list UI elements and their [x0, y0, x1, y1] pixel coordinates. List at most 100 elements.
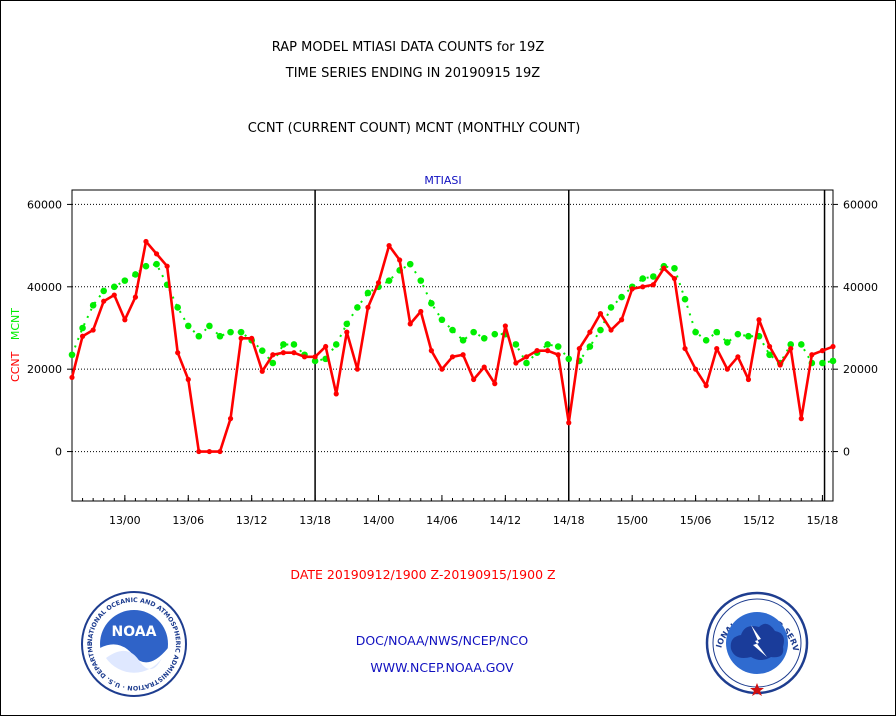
x-tick-label-15/18: 15/18	[807, 514, 839, 527]
footer-website: WWW.NCEP.NOAA.GOV	[370, 660, 514, 675]
point-ccnt-71	[819, 348, 826, 354]
ylabel-ccnt: CCNT	[9, 351, 22, 382]
point-mcnt-45	[544, 341, 551, 348]
point-mcnt-20	[280, 341, 287, 348]
point-ccnt-64	[745, 376, 752, 383]
point-mcnt-25	[332, 341, 340, 348]
x-tick-label-13/00: 13/00	[109, 514, 141, 527]
point-ccnt-31	[397, 257, 403, 263]
point-ccnt-70	[809, 352, 815, 358]
chart-title-line-1: RAP MODEL MTIASI DATA COUNTS for 19Z	[272, 40, 545, 55]
point-ccnt-72	[830, 343, 836, 350]
point-ccnt-55	[650, 282, 656, 288]
x-tick-label-13/12: 13/12	[236, 514, 268, 527]
point-ccnt-8	[153, 251, 160, 257]
x-tick-label-15/06: 15/06	[680, 514, 712, 527]
x-tick-label-14/06: 14/06	[426, 514, 458, 527]
point-ccnt-68	[788, 345, 794, 352]
point-mcnt-37	[459, 337, 467, 344]
point-ccnt-62	[724, 366, 730, 372]
point-mcnt-34	[428, 299, 435, 307]
y-tick-right-60000: 60000	[843, 198, 878, 211]
point-mcnt-16	[237, 328, 245, 336]
point-ccnt-45	[545, 348, 551, 354]
point-ccnt-21	[291, 350, 297, 356]
point-mcnt-3	[100, 287, 108, 295]
point-mcnt-33	[417, 277, 425, 284]
point-ccnt-15	[227, 416, 234, 422]
y-tick-left-40000: 40000	[27, 281, 62, 294]
point-ccnt-9	[164, 263, 170, 269]
point-ccnt-58	[682, 345, 688, 352]
plot-area-border	[71, 189, 834, 502]
point-ccnt-18	[259, 368, 265, 374]
point-mcnt-38	[470, 328, 477, 336]
point-mcnt-66	[766, 351, 773, 359]
point-ccnt-5	[122, 317, 128, 323]
point-ccnt-54	[640, 284, 646, 290]
point-ccnt-49	[587, 329, 593, 335]
y-tick-right-40000: 40000	[843, 281, 878, 294]
point-mcnt-26	[343, 320, 351, 328]
series-ccnt	[69, 238, 836, 455]
point-ccnt-13	[206, 448, 213, 455]
point-mcnt-50	[597, 326, 604, 334]
point-ccnt-32	[407, 321, 413, 327]
noaa-logo-text: NOAA	[112, 624, 157, 640]
y-tick-right-0: 0	[843, 446, 850, 459]
point-mcnt-46	[554, 343, 562, 350]
point-mcnt-21	[290, 341, 298, 348]
point-mcnt-57	[671, 264, 678, 272]
point-ccnt-1	[79, 333, 86, 339]
point-ccnt-56	[661, 265, 667, 271]
point-mcnt-18	[258, 347, 266, 354]
point-mcnt-40	[491, 330, 499, 338]
point-mcnt-14	[216, 332, 224, 340]
y-tick-left-0: 0	[55, 446, 62, 459]
point-mcnt-36	[449, 326, 456, 334]
point-ccnt-51	[608, 327, 614, 333]
x-tick-label-13/18: 13/18	[299, 514, 331, 527]
point-mcnt-51	[607, 304, 615, 311]
x-tick-label-14/18: 14/18	[553, 514, 585, 527]
point-ccnt-11	[185, 376, 191, 383]
point-ccnt-26	[344, 329, 350, 335]
point-ccnt-14	[217, 448, 223, 455]
point-ccnt-66	[766, 343, 773, 350]
point-mcnt-32	[406, 260, 414, 268]
point-ccnt-59	[692, 366, 699, 372]
point-mcnt-42	[512, 341, 520, 348]
noaa-logo: NATIONAL OCEANIC AND ATMOSPHERIC ADMINIS…	[81, 591, 187, 697]
point-mcnt-15	[227, 328, 234, 336]
point-ccnt-47	[566, 420, 572, 426]
point-ccnt-40	[492, 381, 498, 387]
point-mcnt-64	[745, 332, 752, 340]
x-tick-label-15/00: 15/00	[616, 514, 648, 527]
point-ccnt-19	[270, 352, 276, 358]
point-mcnt-63	[734, 330, 742, 338]
point-ccnt-44	[534, 348, 540, 354]
point-mcnt-8	[153, 260, 160, 268]
point-ccnt-39	[481, 364, 487, 370]
point-ccnt-50	[597, 310, 604, 317]
point-ccnt-35	[439, 366, 445, 372]
point-mcnt-60	[702, 337, 710, 344]
x-tick-label-14/12: 14/12	[489, 514, 521, 527]
chart-title-line-2: TIME SERIES ENDING IN 20190915 19Z	[285, 66, 541, 81]
point-mcnt-54	[639, 275, 647, 282]
point-ccnt-17	[249, 335, 255, 341]
point-ccnt-61	[714, 345, 720, 352]
point-ccnt-12	[196, 448, 202, 455]
panel-label: MTIASI	[424, 174, 461, 187]
point-ccnt-3	[101, 298, 107, 304]
point-ccnt-4	[111, 292, 117, 298]
point-mcnt-0	[68, 351, 76, 359]
point-mcnt-62	[724, 339, 731, 346]
point-mcnt-68	[787, 341, 795, 348]
point-ccnt-25	[333, 391, 339, 397]
y-axis-right-labels: 0 20000 40000 60000	[843, 198, 878, 458]
point-ccnt-38	[471, 376, 477, 383]
point-mcnt-10	[174, 304, 181, 311]
point-ccnt-36	[449, 354, 456, 360]
point-ccnt-48	[576, 345, 582, 352]
